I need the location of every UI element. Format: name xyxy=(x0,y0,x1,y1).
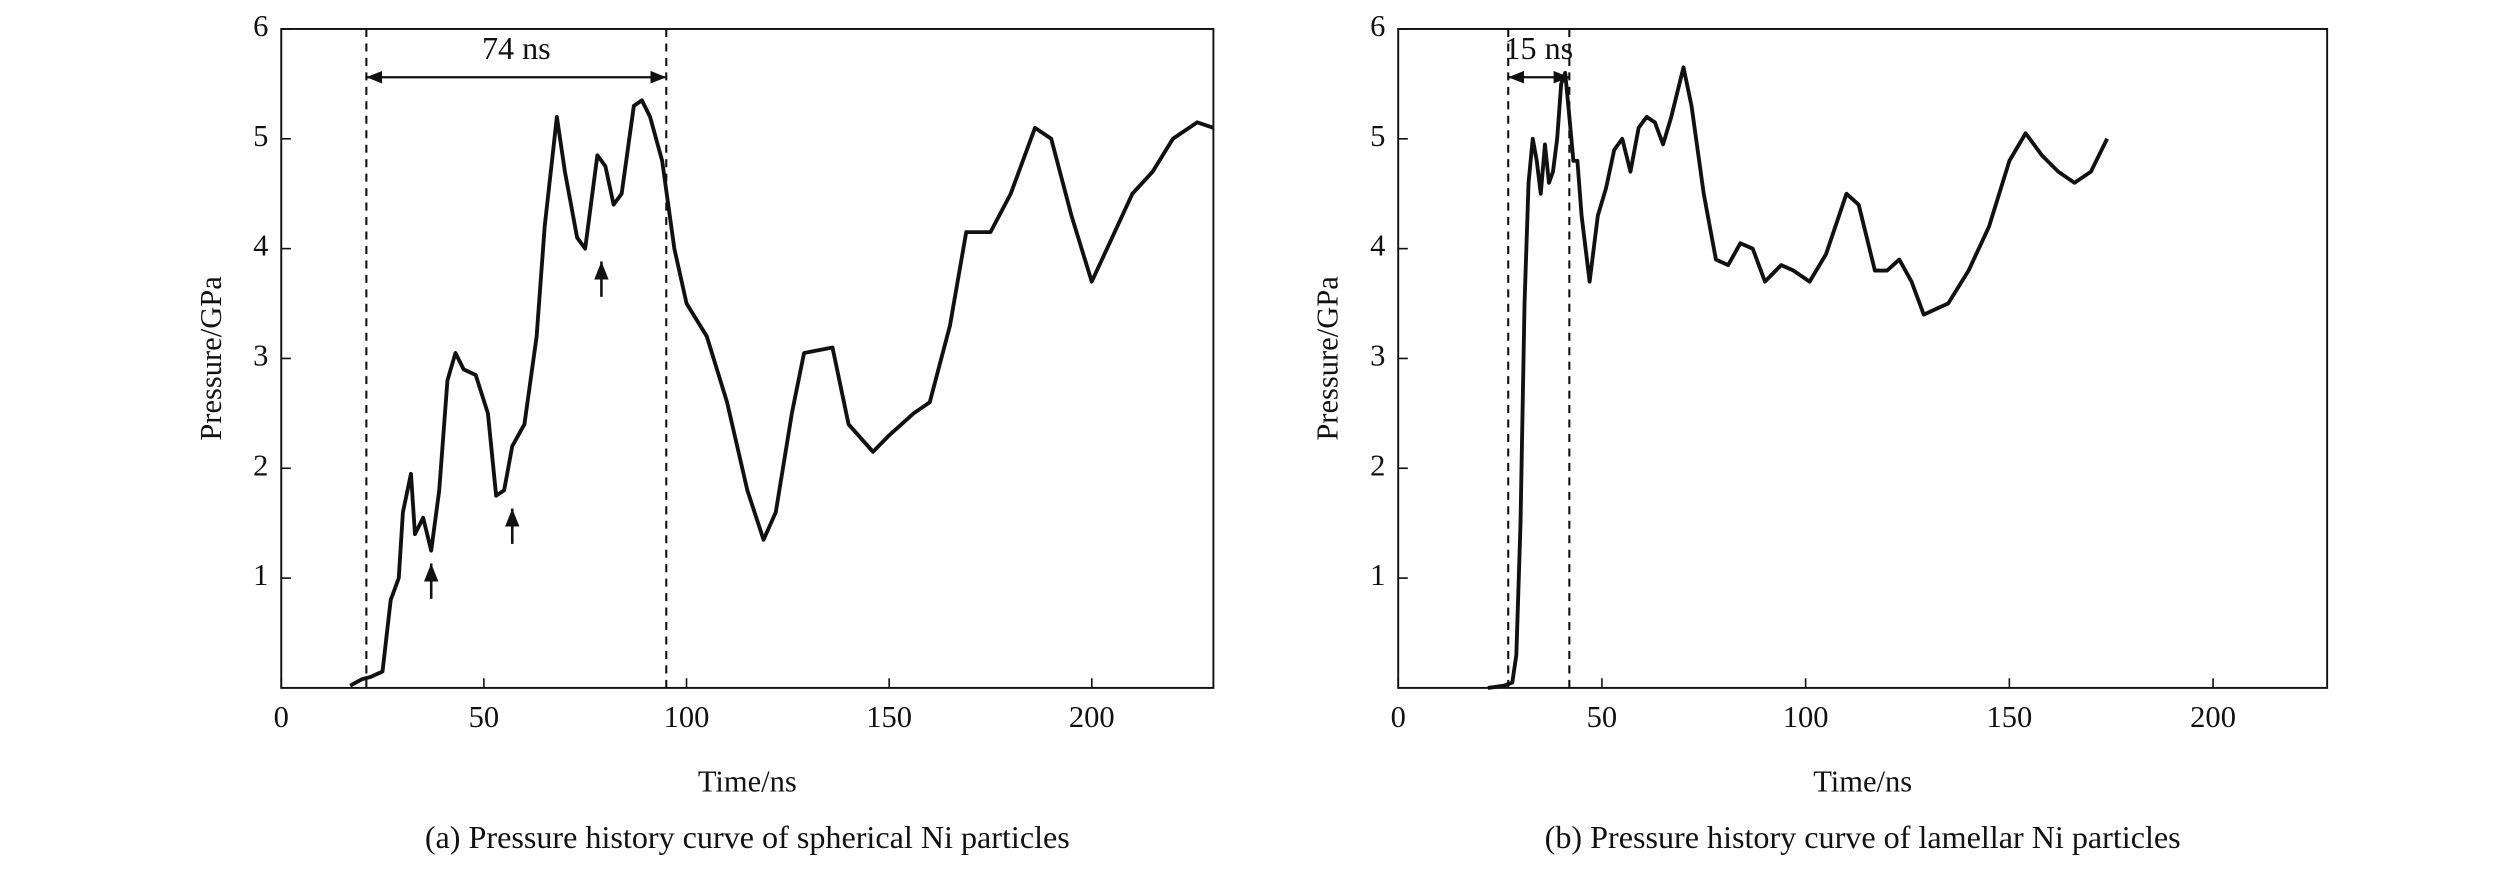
x-axis-label: Time/ns xyxy=(1813,764,1912,798)
x-tick-label: 100 xyxy=(664,700,710,734)
y-axis-label: Pressure/GPa xyxy=(194,276,228,441)
x-axis-label: Time/ns xyxy=(698,764,797,798)
interval-label: 15 ns xyxy=(1504,30,1573,66)
x-tick-label: 200 xyxy=(2190,700,2236,734)
interval-label: 74 ns xyxy=(482,30,551,66)
x-tick-label: 100 xyxy=(1783,700,1829,734)
plot-frame xyxy=(1397,28,2329,689)
y-tick-label: 5 xyxy=(253,119,268,153)
pressure-line xyxy=(349,98,1215,688)
caption: (a) Pressure history curve of spherical … xyxy=(425,819,1070,855)
x-tick-label: 50 xyxy=(469,700,500,734)
y-tick-label: 3 xyxy=(253,338,268,372)
x-tick-label: 150 xyxy=(1986,700,2032,734)
y-tick-label: 5 xyxy=(1370,119,1385,153)
y-tick-label: 4 xyxy=(1370,229,1385,263)
y-tick-label: 2 xyxy=(253,448,268,482)
x-tick-label: 0 xyxy=(274,700,289,734)
x-tick-label: 50 xyxy=(1587,700,1618,734)
y-tick-label: 3 xyxy=(1370,338,1385,372)
y-tick-label: 2 xyxy=(1370,448,1385,482)
caption: (b) Pressure history curve of lamellar N… xyxy=(1545,819,2181,855)
x-tick-label: 150 xyxy=(866,700,912,734)
y-axis-label: Pressure/GPa xyxy=(1311,276,1345,441)
x-tick-label: 200 xyxy=(1069,700,1115,734)
y-tick-label: 6 xyxy=(253,9,268,43)
pressure-line xyxy=(1487,65,2109,690)
y-tick-label: 1 xyxy=(253,558,268,592)
y-tick-label: 1 xyxy=(1370,558,1385,592)
plot-frame xyxy=(280,28,1215,689)
x-tick-label: 0 xyxy=(1391,700,1406,734)
y-tick-label: 4 xyxy=(253,229,268,263)
y-tick-label: 6 xyxy=(1370,9,1385,43)
